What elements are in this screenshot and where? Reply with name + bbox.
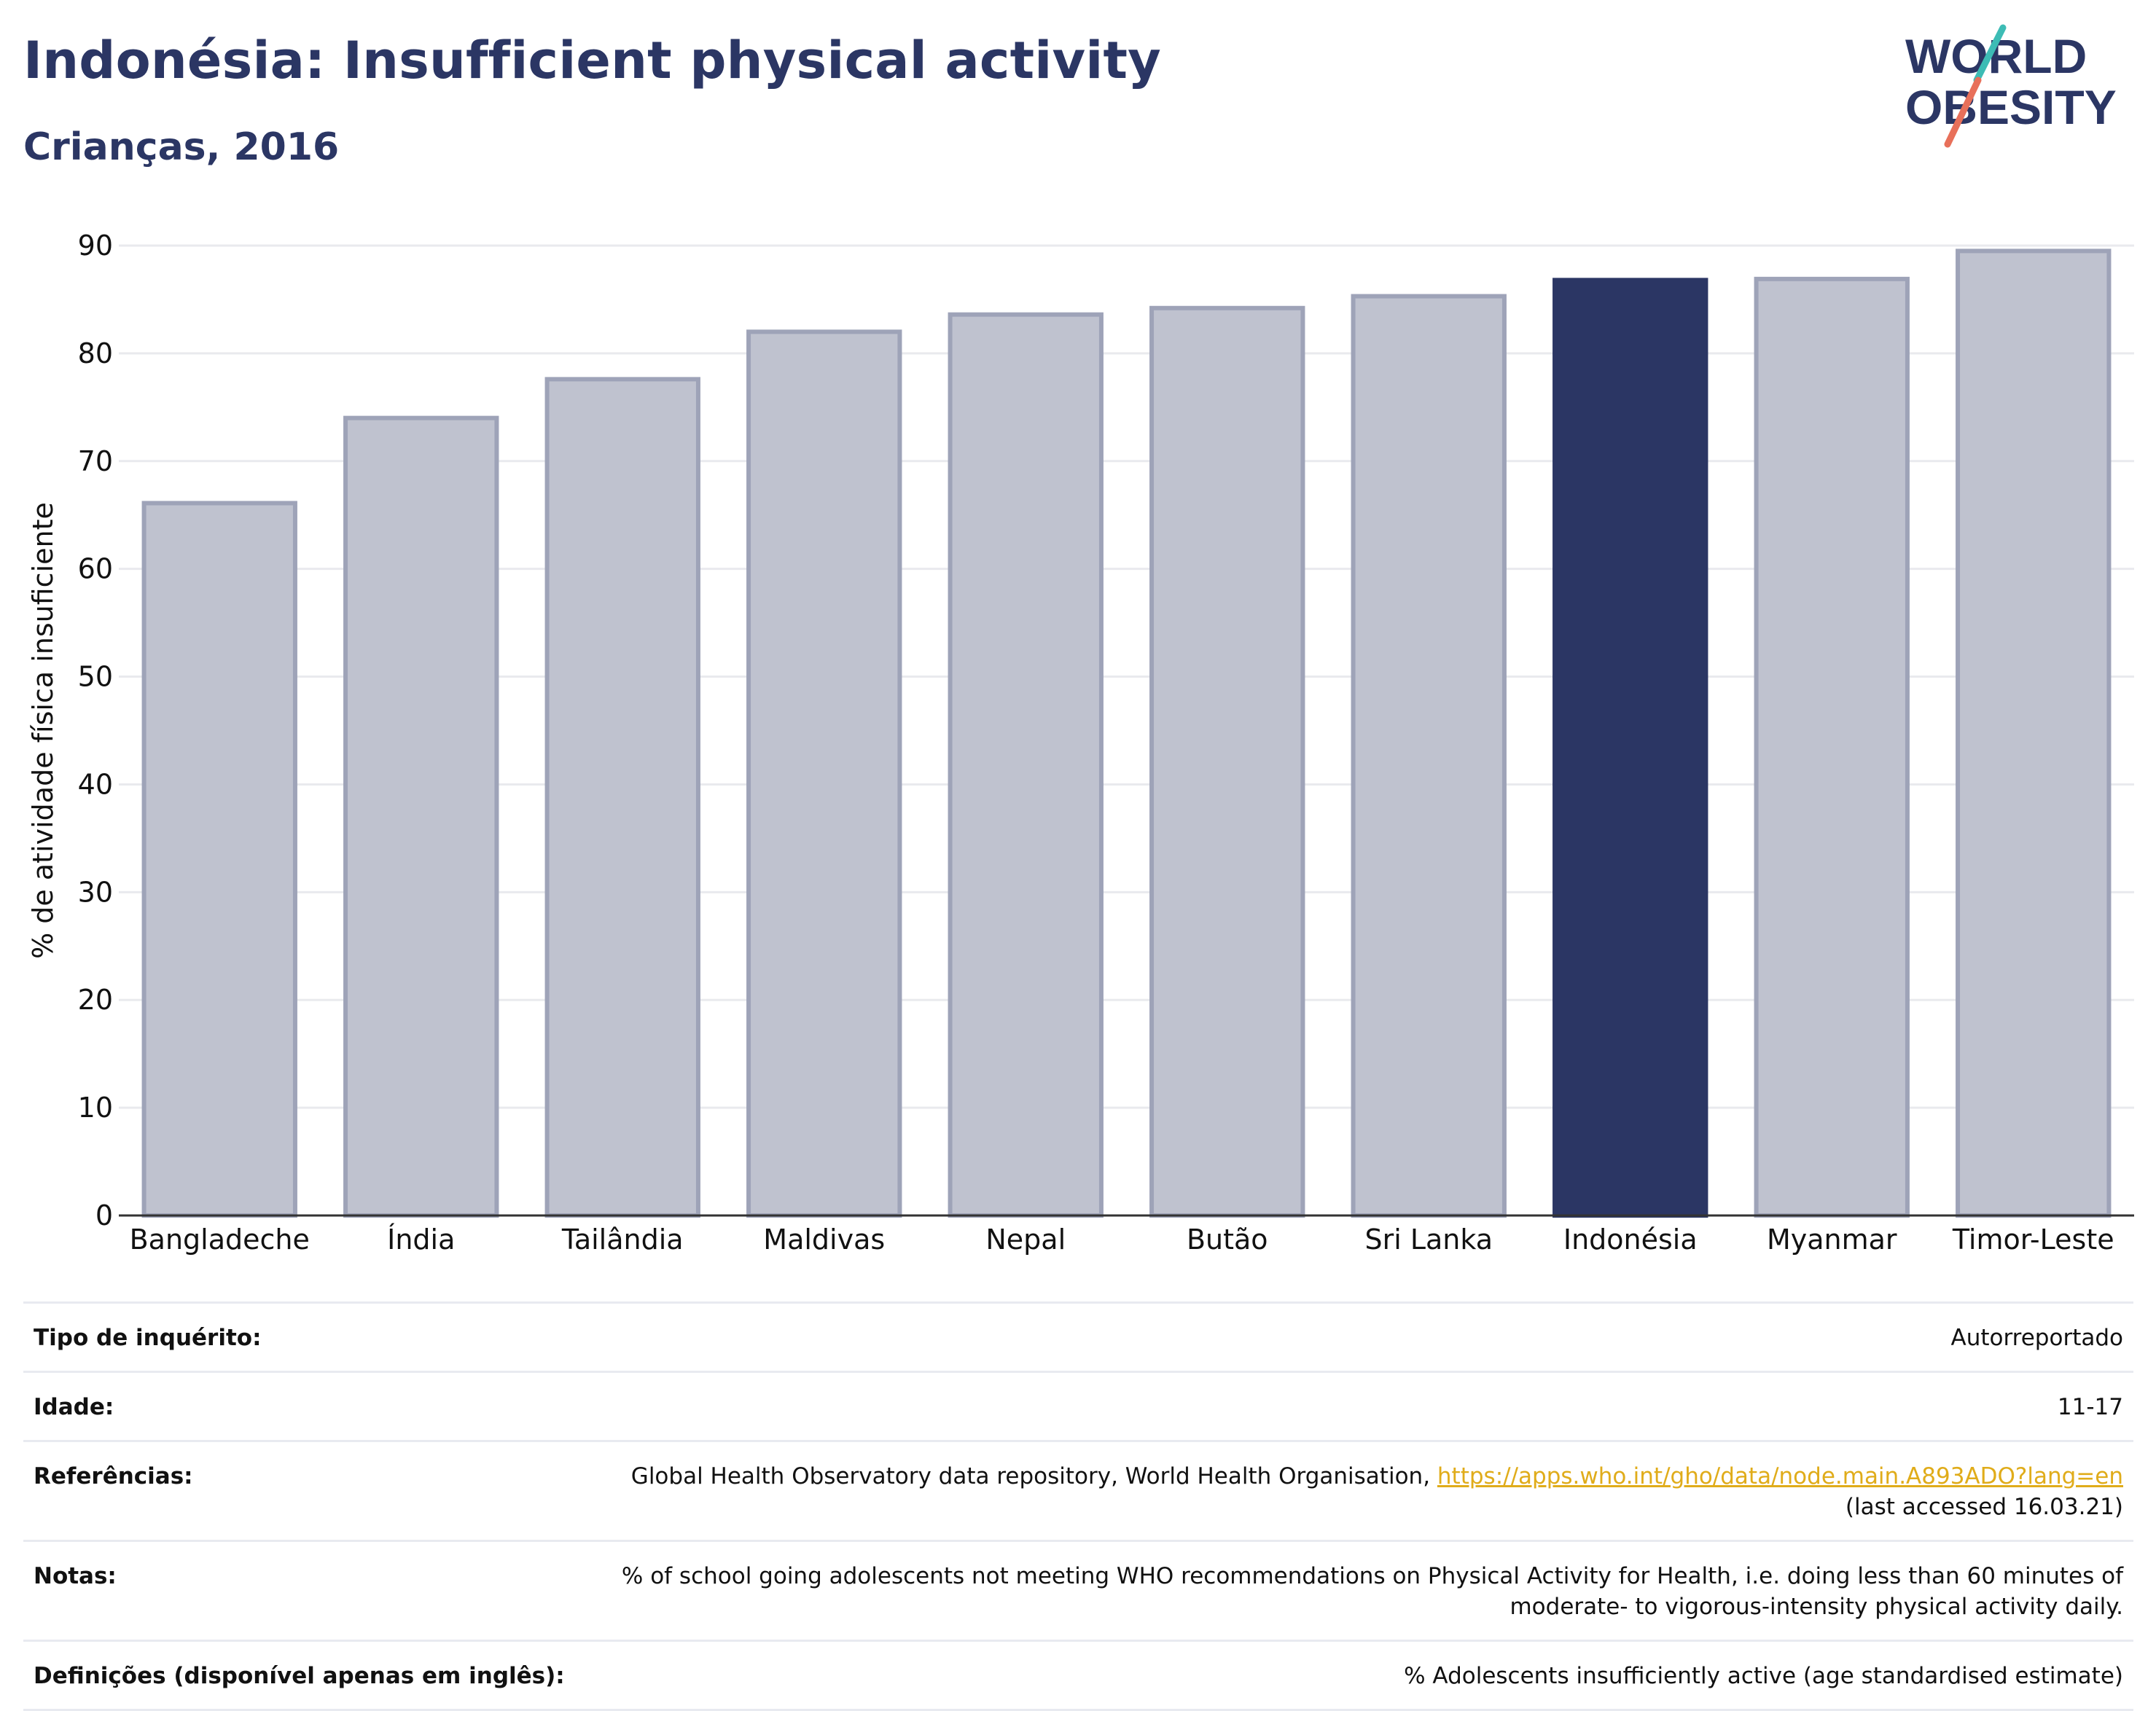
meta-row-notes: Notas: % of school going adolescents not… (23, 1540, 2133, 1640)
y-tick-label: 50 (78, 661, 113, 693)
meta-value: % Adolescents insufficiently active (age… (1404, 1663, 2123, 1689)
bar (141, 501, 297, 1218)
x-tick-label: Índia (387, 1223, 455, 1256)
x-tick-label: Maldivas (763, 1223, 885, 1256)
logo-line2: OBESITY (1905, 80, 2117, 134)
reference-text: Global Health Observatory data repositor… (630, 1463, 1437, 1489)
x-axis-labels: Bangladeche Índia Tailândia Maldivas Nepal Bu… (130, 1223, 2114, 1256)
y-tick-label: 0 (95, 1199, 113, 1232)
bar (1351, 294, 1507, 1218)
page-subtitle: Crianças, 2016 (23, 125, 340, 169)
meta-value: % of school going adolescents not meetin… (621, 1563, 2123, 1620)
y-tick-label: 90 (78, 230, 113, 262)
meta-value: Global Health Observatory data repositor… (631, 1461, 2123, 1522)
bar (1956, 248, 2112, 1218)
bar-highlighted (1552, 278, 1708, 1218)
y-tick-label: 20 (78, 984, 113, 1016)
x-tick-label: Butão (1187, 1223, 1268, 1256)
world-obesity-logo: WORLD OBESITY (1905, 24, 2117, 148)
x-tick-label: Timor-Leste (1952, 1223, 2114, 1256)
meta-key: Tipo de inquérito: (34, 1325, 262, 1351)
y-tick-label: 40 (78, 768, 113, 800)
bar (948, 312, 1104, 1218)
y-tick-label: 80 (78, 337, 113, 369)
meta-value: Autorreportado (1950, 1325, 2124, 1351)
bar (1754, 276, 1910, 1218)
x-tick-label: Nepal (985, 1223, 1066, 1256)
meta-value: 11-17 (2057, 1394, 2123, 1420)
y-axis-ticks: 0 10 20 30 40 50 60 70 80 90 (78, 230, 113, 1232)
bar (544, 377, 700, 1218)
y-tick-label: 30 (78, 876, 113, 908)
metadata-table: Tipo de inquérito: Autorreportado Idade:… (23, 1301, 2133, 1711)
y-tick-label: 70 (78, 445, 113, 477)
meta-row-definitions: Definições (disponível apenas em inglês)… (23, 1640, 2133, 1711)
x-tick-label: Indonésia (1563, 1223, 1698, 1256)
y-axis-label: % de atividade física insuficiente (27, 502, 59, 959)
x-tick-label: Bangladeche (130, 1223, 310, 1256)
meta-row-references: Referências: Global Health Observatory d… (23, 1440, 2133, 1540)
reference-link[interactable]: https://apps.who.int/gho/data/node.main.… (1437, 1463, 2123, 1489)
bar (1149, 305, 1305, 1218)
meta-key: Idade: (34, 1394, 114, 1420)
meta-key: Notas: (34, 1563, 117, 1589)
x-tick-label: Myanmar (1767, 1223, 1897, 1256)
meta-key: Definições (disponível apenas em inglês)… (34, 1663, 565, 1689)
bars (141, 248, 2112, 1218)
logo-slash-coral (1944, 77, 1982, 148)
logo-slash-teal (1973, 24, 2007, 84)
y-tick-label: 60 (78, 553, 113, 585)
page-title: Indonésia: Insufficient physical activit… (23, 31, 1161, 90)
bar (343, 415, 499, 1218)
x-tick-label: Sri Lanka (1364, 1223, 1493, 1256)
bar (746, 329, 902, 1218)
reference-accessed: (last accessed 16.03.21) (1845, 1494, 2123, 1520)
y-tick-label: 10 (78, 1092, 113, 1124)
meta-key: Referências: (34, 1463, 193, 1489)
bar-chart: 0 10 20 30 40 50 60 70 80 90 Bangladeche Índia Tail… (27, 230, 2134, 1256)
x-tick-label: Tailândia (561, 1223, 684, 1256)
meta-row-survey: Tipo de inquérito: Autorreportado (23, 1301, 2133, 1371)
meta-row-age: Idade: 11-17 (23, 1371, 2133, 1440)
